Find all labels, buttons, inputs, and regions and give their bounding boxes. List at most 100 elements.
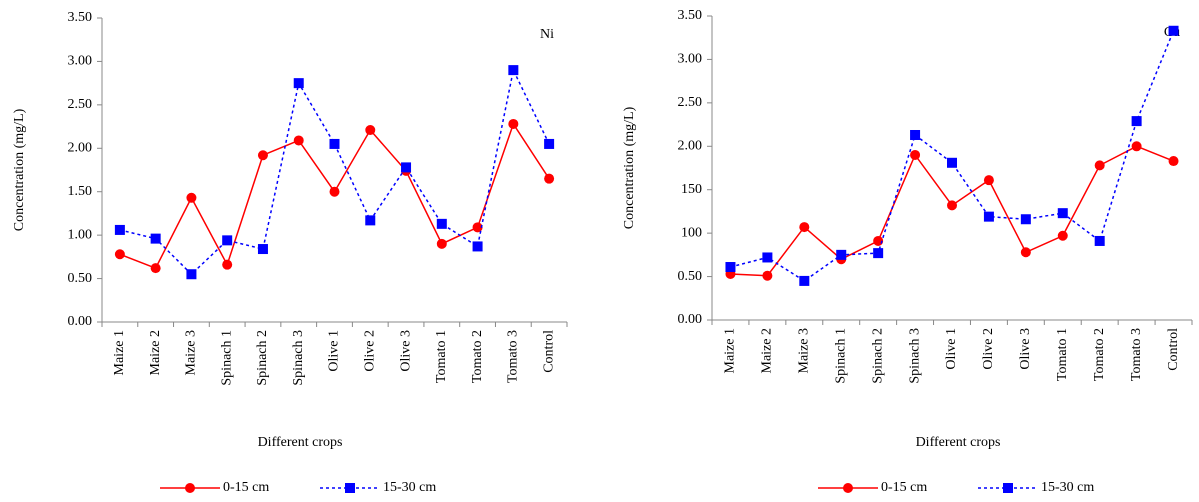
x-tick-label: Tomato 1 (434, 330, 449, 383)
marker (762, 252, 773, 263)
marker (843, 483, 853, 493)
x-tick-label: Maize 2 (760, 328, 775, 373)
chart: 0.00 0.50 1.00 1.50 2.00 2.50 3.00 3.50 Maize 1 M… (12, 10, 568, 495)
marker (1020, 214, 1031, 225)
marker (345, 483, 355, 493)
y-tick-label: 1.00 (68, 227, 93, 242)
marker (436, 218, 447, 229)
x-tick-label: Spinach 3 (291, 330, 306, 386)
x-tick-label: Tomato 2 (470, 330, 485, 383)
marker (762, 270, 773, 281)
x-tick-label: Olive 1 (944, 328, 959, 370)
x-tick-label: Maize 3 (184, 330, 199, 375)
x-axis-title: Different crops (258, 435, 343, 450)
y-tick-label: 0.00 (678, 312, 703, 327)
x-tick-label: Olive 2 (362, 330, 377, 372)
x-tick-label: Spinach 2 (870, 328, 885, 384)
y-tick-label: 2.00 (678, 139, 703, 154)
marker (544, 138, 555, 149)
y-tick-label: 3.00 (678, 52, 703, 67)
marker (873, 248, 884, 259)
marker (836, 249, 847, 260)
marker (329, 138, 340, 149)
x-tick-label: Control (541, 330, 556, 373)
marker (508, 118, 519, 129)
marker (222, 259, 233, 270)
x-tick-label: Control (1166, 328, 1181, 371)
marker (293, 78, 304, 89)
y-tick-label: 2.00 (68, 141, 93, 156)
marker (257, 244, 268, 255)
marker (436, 238, 447, 249)
marker (1020, 247, 1031, 258)
marker (150, 233, 161, 244)
marker (725, 262, 736, 273)
marker (186, 269, 197, 280)
x-tick-label: Tomato 3 (1129, 328, 1144, 381)
marker (365, 125, 376, 136)
y-tick-label: 3.00 (68, 54, 93, 69)
marker (185, 483, 195, 493)
marker (1094, 160, 1105, 171)
marker (544, 173, 555, 184)
x-tick-label: Spinach 1 (833, 328, 848, 384)
marker (1131, 116, 1142, 127)
legend-label: 15-30 cm (383, 480, 436, 495)
series-line (730, 30, 1175, 282)
marker (799, 222, 810, 233)
marker (1003, 483, 1013, 493)
chart: 0.00 0.50 100 150 2.00 2.50 3.00 3.50 Maize 1 Mai… (622, 8, 1193, 495)
x-tick-label: Tomato 1 (1055, 328, 1070, 381)
x-tick-label: Maize 2 (148, 330, 163, 375)
x-tick-label: Olive 1 (327, 330, 342, 372)
marker (1168, 156, 1179, 167)
marker (1057, 208, 1068, 219)
x-tick-label: Maize 1 (112, 330, 127, 375)
legend-label: 15-30 cm (1041, 480, 1094, 495)
marker (472, 241, 483, 252)
marker (186, 192, 197, 203)
y-axis-title: Concentration (mg/L) (12, 108, 27, 231)
marker (114, 249, 125, 260)
marker (329, 186, 340, 197)
marker (365, 215, 376, 226)
x-tick-label: Spinach 1 (219, 330, 234, 386)
y-tick-label: 100 (681, 225, 702, 240)
y-tick-label: 1.50 (68, 184, 93, 199)
marker (150, 263, 161, 274)
marker (1131, 141, 1142, 152)
y-axis-title: Concentration (mg/L) (622, 106, 637, 229)
x-tick-label: Tomato 2 (1092, 328, 1107, 381)
y-tick-label: 2.50 (678, 95, 703, 110)
marker (257, 150, 268, 161)
marker (910, 149, 921, 160)
y-tick-label: 3.50 (678, 8, 703, 23)
x-tick-label: Olive 2 (981, 328, 996, 370)
marker (947, 200, 957, 211)
annotation: Ni (540, 27, 554, 42)
y-tick-label: 0.50 (678, 269, 703, 284)
x-axis-title: Different crops (916, 435, 1001, 450)
x-tick-label: Maize 1 (723, 328, 738, 373)
marker (114, 224, 125, 235)
x-tick-label: Spinach 3 (907, 328, 922, 384)
x-tick-label: Maize 3 (797, 328, 812, 373)
y-tick-label: 3.50 (68, 10, 93, 25)
y-tick-label: 0.00 (68, 314, 93, 329)
marker (983, 175, 994, 186)
y-tick-label: 150 (681, 182, 702, 197)
marker (401, 162, 412, 173)
marker (1057, 230, 1068, 241)
x-tick-label: Tomato 3 (506, 330, 521, 383)
y-tick-label: 2.50 (68, 97, 93, 112)
marker (799, 275, 810, 286)
x-tick-label: Olive 3 (398, 330, 413, 372)
marker (472, 222, 483, 233)
y-tick-label: 0.50 (68, 271, 93, 286)
legend-label: 0-15 cm (881, 480, 927, 495)
marker (222, 235, 233, 246)
marker (947, 157, 957, 168)
x-tick-label: Olive 3 (1018, 328, 1033, 370)
series-line (119, 67, 550, 276)
